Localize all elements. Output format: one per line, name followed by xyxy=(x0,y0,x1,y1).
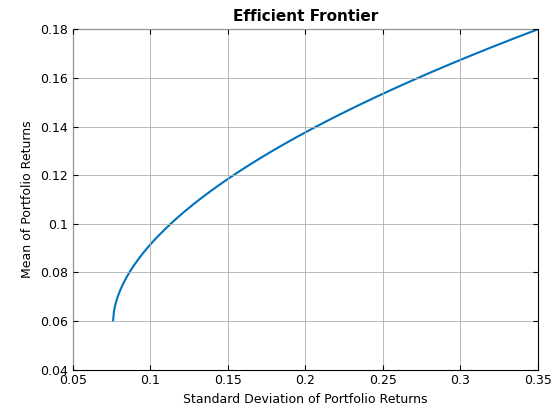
X-axis label: Standard Deviation of Portfolio Returns: Standard Deviation of Portfolio Returns xyxy=(183,393,427,406)
Y-axis label: Mean of Portfolio Returns: Mean of Portfolio Returns xyxy=(21,121,34,278)
Title: Efficient Frontier: Efficient Frontier xyxy=(232,9,378,24)
